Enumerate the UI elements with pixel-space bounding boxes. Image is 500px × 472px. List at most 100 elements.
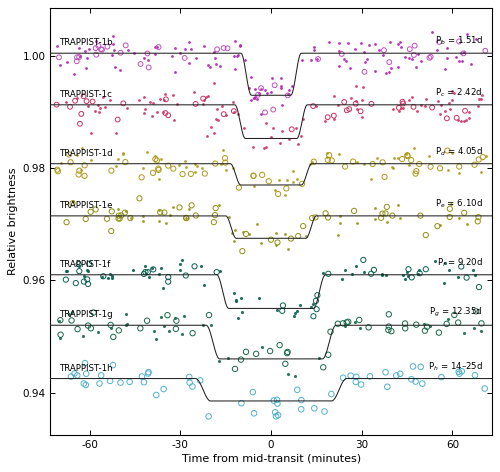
Point (140, 109, 148, 117)
Point (420, 102, 428, 110)
Point (188, 202, 196, 209)
Point (98, 93, 106, 101)
Point (284, 348, 292, 356)
Point (199, 95, 207, 102)
Point (80, 93, 88, 100)
Point (200, 42, 208, 50)
Point (168, 52, 175, 60)
Point (107, 325, 115, 332)
Point (412, 168, 420, 175)
Point (55, 54, 63, 61)
Point (428, 29, 436, 36)
Point (447, 200, 455, 207)
Point (454, 319, 462, 326)
Point (182, 214, 190, 222)
Point (462, 31, 470, 38)
Point (238, 308, 246, 315)
Point (157, 264, 165, 272)
Point (108, 275, 116, 282)
Point (322, 210, 330, 217)
Point (445, 100, 453, 107)
Point (205, 312, 213, 319)
Point (210, 129, 218, 137)
Point (446, 205, 454, 212)
Point (475, 283, 483, 291)
Point (444, 315, 452, 323)
Point (367, 175, 375, 183)
Point (156, 218, 164, 225)
Point (212, 60, 220, 68)
Point (200, 96, 208, 104)
Point (353, 105, 361, 113)
Point (232, 296, 239, 303)
Point (162, 95, 170, 103)
Point (140, 212, 147, 220)
Point (463, 220, 471, 228)
Point (221, 154, 229, 162)
Point (434, 47, 442, 54)
Point (138, 174, 145, 181)
Point (357, 40, 365, 47)
Point (348, 270, 356, 278)
Point (222, 166, 230, 174)
Point (352, 262, 360, 270)
Point (270, 397, 278, 405)
Point (282, 185, 290, 192)
Point (182, 157, 190, 165)
Point (293, 307, 301, 314)
Point (152, 152, 160, 160)
Point (186, 379, 194, 387)
Point (422, 265, 430, 273)
Point (380, 173, 388, 181)
Point (150, 327, 158, 335)
Point (80, 161, 88, 169)
Point (84, 268, 92, 275)
Point (360, 268, 368, 275)
Point (212, 204, 220, 212)
Point (377, 214, 385, 221)
Point (416, 58, 424, 65)
Point (326, 328, 334, 336)
Point (121, 209, 129, 217)
Point (88, 156, 96, 164)
Point (168, 203, 176, 211)
Point (344, 318, 352, 326)
Point (122, 321, 130, 329)
Point (413, 107, 421, 114)
Point (193, 162, 201, 170)
Point (360, 68, 368, 76)
Point (158, 313, 166, 320)
Point (124, 46, 132, 54)
Point (269, 124, 277, 132)
Point (255, 90, 263, 97)
Point (67, 373, 75, 380)
Point (390, 164, 398, 172)
Point (385, 68, 393, 76)
Point (234, 51, 242, 59)
Point (87, 325, 95, 332)
Point (334, 232, 342, 239)
Point (460, 48, 468, 56)
Point (476, 96, 484, 103)
Point (424, 152, 432, 160)
Point (246, 73, 254, 81)
Point (310, 405, 318, 412)
Point (360, 160, 368, 168)
Point (315, 354, 323, 362)
Point (128, 266, 136, 274)
Point (378, 159, 386, 166)
Point (198, 164, 206, 172)
Point (370, 266, 378, 274)
Point (352, 159, 360, 166)
Point (402, 269, 410, 276)
Point (249, 388, 257, 396)
Point (472, 35, 480, 42)
Point (240, 57, 248, 64)
Point (284, 245, 292, 253)
Point (410, 42, 418, 50)
Point (120, 100, 128, 107)
Point (339, 320, 347, 327)
Point (271, 186, 279, 194)
Point (230, 108, 237, 116)
Point (86, 45, 94, 53)
